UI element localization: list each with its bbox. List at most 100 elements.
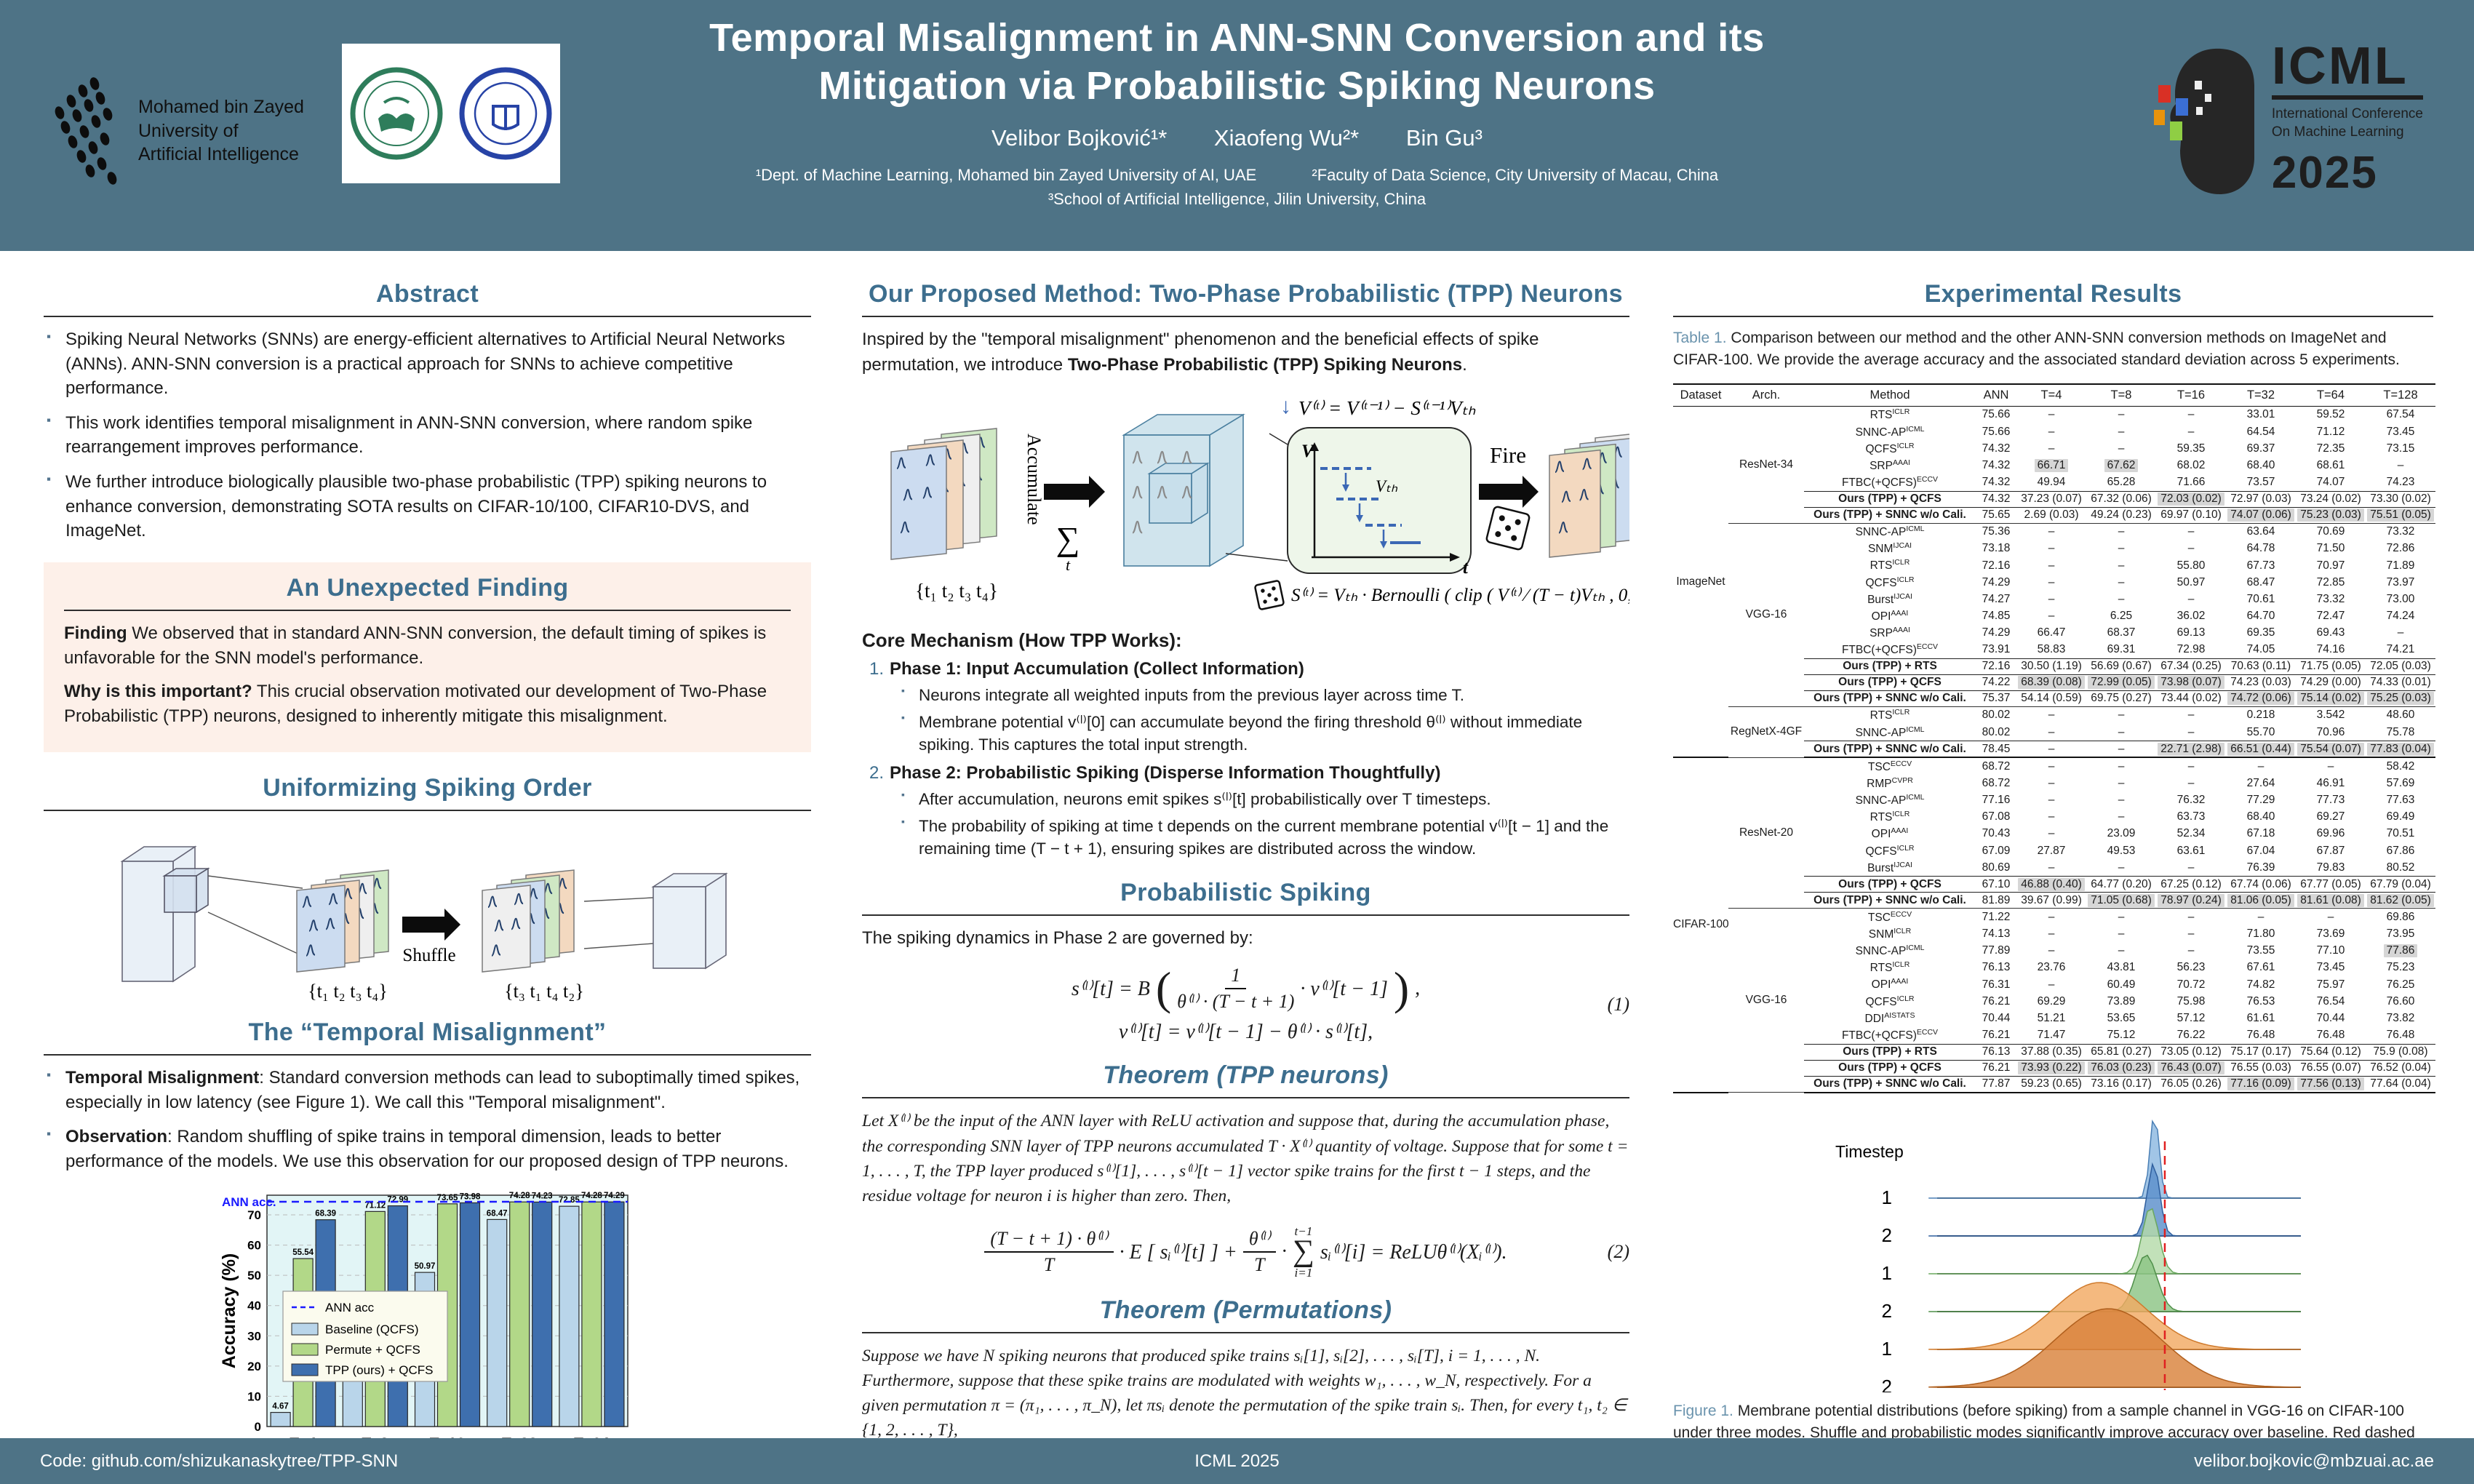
value-cell: – xyxy=(2118,542,2125,555)
value-cell: 68.40 xyxy=(2246,458,2275,471)
y-axis-label: Accuracy (%) xyxy=(220,1253,239,1368)
value-cell: – xyxy=(2257,910,2264,923)
value-cell: 69.96 xyxy=(2316,827,2345,840)
value-cell: 76.48 xyxy=(2386,1028,2415,1041)
input-sequence-label: {t₁ t₂ t₃ t₄} xyxy=(915,580,998,602)
value-cell: 75.23 (0.03) xyxy=(2296,506,2366,524)
value-cell: – xyxy=(2118,425,2125,438)
svg-text:71.12: 71.12 xyxy=(364,1202,386,1210)
author-1: Velibor Bojković¹* xyxy=(991,124,1168,151)
value-cell: 57.12 xyxy=(2176,1011,2206,1024)
value-cell: – xyxy=(2048,759,2055,773)
value-cell: 76.32 xyxy=(2176,794,2206,807)
method-cell: Ours (TPP) + SNNC w/o Cali. xyxy=(1804,690,1976,707)
value-cell: 77.83 (0.04) xyxy=(2366,741,2435,759)
value-cell: 75.37 xyxy=(1976,690,2016,707)
table-row: ImageNet ResNet-34 RTSICLR 75.66– – –33.01 59.… xyxy=(1673,406,2435,759)
method-cell: RTSICLR xyxy=(1870,810,1910,824)
value-cell: 81.62 (0.05) xyxy=(2366,892,2435,909)
table-row: SRPAAAI 74.32 66.71 67.62 68.02 68.40 68.61 – xyxy=(1673,457,2435,474)
value-cell: 74.27 xyxy=(1982,592,2011,605)
table-row: Ours (TPP) + SNNC w/o Cali. 75.37 54.14 (0… xyxy=(1673,690,2435,707)
value-cell: 73.18 xyxy=(1982,542,2011,555)
method-cell: FTBC(+QCFS)ECCV xyxy=(1841,475,1939,490)
affiliations: ¹Dept. of Machine Learning, Mohamed bin … xyxy=(509,163,1965,211)
value-cell: 49.53 xyxy=(2107,844,2136,857)
value-cell: 69.75 (0.27) xyxy=(2086,690,2156,707)
value-cell: 72.98 xyxy=(2176,643,2206,656)
value-cell: 80.69 xyxy=(1982,861,2011,874)
icml-sub1: International Conference xyxy=(2271,106,2423,121)
bar xyxy=(508,1202,530,1428)
table-row: CIFAR-100 ResNet-20 TSCECCV 68.72 – – – – – 58.42 xyxy=(1673,757,2435,1093)
shuffle-label: Shuffle xyxy=(402,946,455,965)
value-cell: – xyxy=(2016,741,2086,759)
finding-paragraph-2: Why is this important? This crucial obse… xyxy=(64,681,767,726)
value-cell: 75.66 xyxy=(1982,425,2011,438)
poster-title-line1: Temporal Misalignment in ANN-SNN Convers… xyxy=(709,16,1765,60)
method-cell: SNMIJCAI xyxy=(1867,541,1912,556)
timestep-label: Timestep xyxy=(1835,1142,1904,1161)
method-cell: SNNC-APICML xyxy=(1855,424,1925,439)
value-cell: – xyxy=(2187,542,2195,555)
value-cell: 51.21 xyxy=(2037,1011,2066,1024)
city-university-macau-seal xyxy=(342,44,451,183)
value-cell: 52.34 xyxy=(2176,827,2206,840)
value-cell: 76.52 (0.04) xyxy=(2366,1059,2435,1077)
value-cell: 75.12 xyxy=(2107,1028,2136,1041)
value-cell: 0.218 xyxy=(2246,709,2275,722)
jilin-university-seal xyxy=(451,44,560,183)
value-cell: 66.71 xyxy=(2016,457,2086,474)
value-cell: 69.43 xyxy=(2316,626,2345,639)
value-cell: 22.71 (2.98) xyxy=(2156,741,2226,759)
ridge-row-label: 2 xyxy=(1881,1300,1891,1322)
value-cell: 37.88 (0.35) xyxy=(2016,1043,2086,1061)
value-cell: 68.40 xyxy=(2246,810,2275,823)
value-cell: 33.01 xyxy=(2246,408,2275,421)
value-cell: 81.06 (0.05) xyxy=(2226,892,2296,909)
method-cell: RMPCVPR xyxy=(1867,775,1913,791)
bar xyxy=(603,1202,625,1428)
theorem-permutations-title: Theorem (Permutations) xyxy=(1099,1296,1392,1325)
value-cell: 67.62 xyxy=(2086,457,2156,474)
poster-title: Temporal Misalignment in ANN-SNN Convers… xyxy=(509,15,1965,111)
poster-title-line2: Mitigation via Probabilistic Spiking Neu… xyxy=(818,63,1656,108)
value-cell: 66.51 (0.44) xyxy=(2226,741,2296,759)
affiliation-3: ³School of Artificial Intelligence, Jili… xyxy=(1048,189,1426,208)
table-row: QCFSICLR 67.09 27.87 49.53 63.61 67.04 67.87 67… xyxy=(1673,842,2435,859)
value-cell: 71.12 xyxy=(2316,425,2345,438)
ann-acc-label: ANN acc. xyxy=(222,1195,276,1209)
value-cell: – xyxy=(2118,928,2125,941)
method-cell: RTSICLR xyxy=(1870,708,1910,722)
value-cell: 74.23 xyxy=(2386,476,2415,489)
value-cell: 72.05 (0.03) xyxy=(2366,658,2435,675)
mbzuai-line1: Mohamed bin Zayed xyxy=(138,97,304,118)
dice-icon xyxy=(1485,506,1531,550)
experimental-results-title: Experimental Results xyxy=(1924,280,2182,308)
value-cell: – xyxy=(2048,827,2055,840)
value-cell: 58.42 xyxy=(2386,759,2415,773)
svg-text:70: 70 xyxy=(247,1208,261,1222)
value-cell: 75.54 (0.07) xyxy=(2296,741,2366,759)
table-row: QCFSICLR 76.21 69.29 73.89 75.98 76.53 76.54 76… xyxy=(1673,993,2435,1010)
value-cell: – xyxy=(2118,408,2125,421)
ridge-row-label: 1 xyxy=(1881,1338,1891,1360)
equation-2: (T − t + 1) · θ⁽ˡ⁾ T · E [ sᵢ⁽ˡ⁾[t] ] + θ… xyxy=(862,1225,1629,1279)
equation-1: s⁽ˡ⁾[t] = B ( 1 θ⁽ˡ⁾ · (T − t + 1) · v⁽ˡ⁾… xyxy=(1071,962,1629,1044)
value-cell: 2.69 (0.03) xyxy=(2016,506,2086,524)
value-cell: 74.16 xyxy=(2316,643,2345,656)
t-axis-label: t xyxy=(1463,558,1469,578)
value-cell: 63.64 xyxy=(2246,525,2275,538)
value-cell: 73.93 (0.22) xyxy=(2016,1059,2086,1077)
method-cell: Ours (TPP) + SNNC w/o Cali. xyxy=(1804,506,1976,524)
ridge-row-label: 2 xyxy=(1881,1224,1891,1246)
table-column-header: T=32 xyxy=(2226,383,2296,407)
value-cell: 63.61 xyxy=(2176,844,2206,857)
value-cell: 73.32 xyxy=(2386,525,2415,538)
value-cell: 67.74 (0.06) xyxy=(2226,876,2296,893)
value-cell: – xyxy=(2257,759,2264,773)
svg-text:73.98: 73.98 xyxy=(459,1193,480,1202)
value-cell: 70.51 xyxy=(2386,827,2415,840)
table-column-header: T=128 xyxy=(2366,383,2435,407)
uniformizing-title: Uniformizing Spiking Order xyxy=(263,774,592,802)
